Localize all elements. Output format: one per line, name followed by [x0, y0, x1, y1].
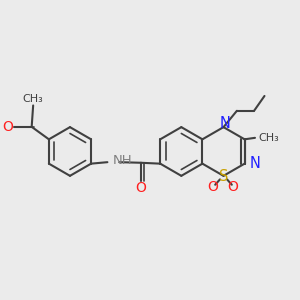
Text: O: O	[135, 181, 146, 195]
Text: O: O	[228, 180, 238, 194]
Text: S: S	[219, 169, 228, 184]
Text: O: O	[208, 180, 218, 194]
Text: O: O	[2, 120, 13, 134]
Text: N: N	[250, 156, 261, 171]
Text: N: N	[220, 116, 230, 131]
Text: CH₃: CH₃	[23, 94, 44, 103]
Text: NH: NH	[113, 154, 132, 167]
Text: CH₃: CH₃	[258, 133, 279, 143]
